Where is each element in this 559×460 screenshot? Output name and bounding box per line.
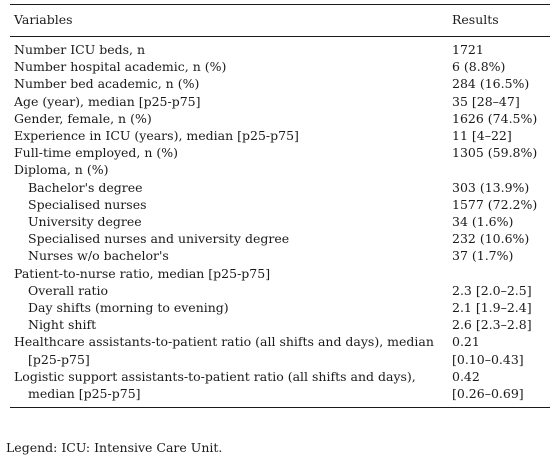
row-variable: Overall ratio: [28, 282, 109, 298]
table-row: University degree 34 (1.6%): [10, 213, 550, 230]
row-variable: Diploma, n (%): [14, 162, 109, 178]
table-row: Specialised nurses and university degree…: [10, 230, 550, 247]
table-body: Number ICU beds, n 1721 Number hospital ac…: [10, 37, 550, 402]
row-variable: Bachelor's degree: [28, 179, 143, 195]
table-row: [p25-p75] [0.10–0.43]: [10, 351, 550, 368]
table-row: median [p25-p75] [0.26–0.69]: [10, 385, 550, 402]
table-row: Day shifts (morning to evening) 2.1 [1.9–…: [10, 299, 550, 316]
row-result: 2.6 [2.3–2.8]: [452, 317, 532, 333]
table-top-rule: [10, 4, 550, 5]
row-variable: Nurses w/o bachelor's: [28, 248, 169, 264]
row-result: 35 [28–47]: [452, 93, 520, 109]
row-result: [452, 265, 550, 282]
row-result: 0.42: [452, 368, 480, 384]
table-row: Patient-to-nurse ratio, median [p25-p75]: [10, 265, 550, 282]
row-result: 11 [4–22]: [452, 128, 512, 144]
table-row: Number hospital academic, n (%) 6 (8.8%): [10, 58, 550, 75]
row-result: 1721: [452, 42, 484, 57]
row-result: [0.26–0.69]: [452, 386, 524, 402]
table-row: Overall ratio 2.3 [2.0–2.5]: [10, 282, 550, 299]
row-result: 1305 (59.8%): [452, 145, 538, 161]
row-result: 232 (10.6%): [452, 231, 530, 247]
row-variable: Day shifts (morning to evening): [28, 300, 229, 316]
row-result: 6 (8.8%): [452, 59, 506, 75]
table-header-rule: [10, 36, 550, 37]
table-row: Specialised nurses 1577 (72.2%): [10, 196, 550, 213]
table-row: Diploma, n (%): [10, 161, 550, 178]
row-result: [0.10–0.43]: [452, 351, 524, 367]
row-variable: Full-time employed, n (%): [14, 145, 179, 161]
table-row: Number ICU beds, n 1721: [10, 41, 550, 58]
row-variable: Number hospital academic, n (%): [14, 59, 227, 75]
row-variable: Specialised nurses: [28, 196, 147, 212]
table-row: Number bed academic, n (%) 284 (16.5%): [10, 75, 550, 92]
row-variable: Gender, female, n (%): [14, 110, 152, 126]
table-header: Variables Results: [10, 5, 550, 32]
data-table: Variables Results Number ICU beds, n 1721…: [10, 4, 550, 409]
row-variable: median [p25-p75]: [28, 386, 141, 402]
row-variable: University degree: [28, 214, 142, 230]
header-variables: Variables: [14, 11, 73, 27]
row-variable: Patient-to-nurse ratio, median [p25-p75]: [14, 265, 271, 281]
row-variable: [p25-p75]: [28, 351, 90, 367]
row-variable: Age (year), median [p25-p75]: [14, 93, 201, 109]
row-variable: Number ICU beds, n: [14, 42, 146, 57]
table-row: Nurses w/o bachelor's 37 (1.7%): [10, 247, 550, 264]
row-result: 0.21: [452, 334, 480, 350]
header-results: Results: [452, 11, 499, 27]
row-result: 37 (1.7%): [452, 248, 514, 264]
row-variable: Experience in ICU (years), median [p25-p…: [14, 128, 299, 144]
table-row: Logistic support assistants-to-patient r…: [10, 368, 550, 385]
table-row: Night shift 2.6 [2.3–2.8]: [10, 316, 550, 333]
row-result: 284 (16.5%): [452, 76, 530, 92]
row-result: 1626 (74.5%): [452, 110, 538, 126]
row-result: [452, 161, 550, 178]
row-variable: Number bed academic, n (%): [14, 76, 200, 92]
table-bottom-rule: [10, 407, 550, 409]
table-row: Full-time employed, n (%) 1305 (59.8%): [10, 144, 550, 161]
table-row: Bachelor's degree 303 (13.9%): [10, 179, 550, 196]
table-row: Gender, female, n (%) 1626 (74.5%): [10, 110, 550, 127]
row-result: 34 (1.6%): [452, 214, 514, 230]
row-result: 303 (13.9%): [452, 179, 530, 195]
table-row: Experience in ICU (years), median [p25-p…: [10, 127, 550, 144]
row-result: 1577 (72.2%): [452, 196, 538, 212]
row-result: 2.1 [1.9–2.4]: [452, 300, 532, 316]
row-variable: Healthcare assistants-to-patient ratio (…: [14, 334, 434, 350]
row-result: 2.3 [2.0–2.5]: [452, 282, 532, 298]
table-row: Age (year), median [p25-p75] 35 [28–47]: [10, 93, 550, 110]
row-variable: Specialised nurses and university degree: [28, 231, 290, 247]
table-legend: Legend: ICU: Intensive Care Unit.: [6, 440, 223, 455]
row-variable: Night shift: [28, 317, 97, 333]
table-row: Healthcare assistants-to-patient ratio (…: [10, 333, 550, 350]
row-variable: Logistic support assistants-to-patient r…: [14, 368, 416, 384]
